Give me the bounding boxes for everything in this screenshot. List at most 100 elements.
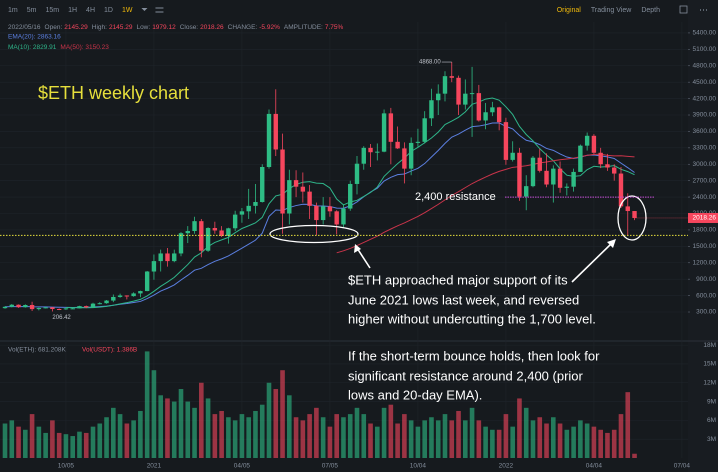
arrow	[356, 247, 371, 269]
volume-bar	[408, 420, 414, 458]
y-tick-label: 1200.00	[693, 259, 717, 266]
candle-body	[158, 253, 163, 262]
volume-bar	[171, 401, 177, 458]
candle-body	[483, 112, 488, 121]
volume-bar	[361, 414, 367, 458]
indicator-line	[336, 153, 635, 254]
candle-body	[557, 168, 563, 188]
candle-body	[138, 291, 143, 294]
interval-button[interactable]: 15m	[45, 7, 59, 14]
y-tick-label: 4200.00	[693, 95, 717, 102]
candle-body	[239, 211, 245, 215]
volume-legend: Vol(USDT): 1.386B	[82, 347, 137, 354]
candle-body	[151, 261, 157, 272]
interval-button[interactable]: 1m	[8, 7, 18, 14]
y-tick-label: 600.00	[696, 292, 716, 299]
candle-body	[354, 163, 360, 184]
volume-bar	[550, 417, 556, 458]
candle-body	[348, 183, 353, 209]
volume-bar	[212, 414, 218, 458]
candle-body	[395, 141, 400, 149]
indicator-legend: MA(10): 2829.91 MA(50): 3150.23	[8, 44, 109, 51]
candle-body	[456, 77, 461, 105]
volume-bar	[463, 420, 468, 458]
candle-body	[524, 186, 529, 197]
volume-bar	[293, 417, 299, 458]
candle-body	[584, 135, 590, 146]
candle-body	[517, 152, 522, 197]
legend-ma10: MA(10): 2829.91	[8, 44, 57, 51]
info-label: High:	[92, 24, 107, 31]
volume-bar	[111, 407, 116, 458]
x-tick-label: 2022	[499, 463, 514, 470]
x-tick-label: 07/04	[674, 463, 691, 470]
candle-body	[172, 253, 177, 262]
annotations	[0, 61, 688, 283]
candle-body	[43, 307, 48, 309]
candle-body	[442, 76, 448, 94]
volume-bar	[29, 414, 35, 458]
candle-body	[232, 214, 238, 229]
volume-bar	[178, 389, 184, 458]
y-tick-label: 900.00	[696, 276, 716, 283]
info-value: 2145.29	[64, 24, 88, 31]
arrow-head	[607, 239, 616, 248]
volume-bar	[226, 417, 231, 458]
candle-body	[293, 180, 299, 187]
y-tick-label: 9M	[707, 398, 716, 405]
arrow-head	[354, 244, 361, 253]
volume-bar	[144, 351, 150, 458]
indicator-legend: EMA(20): 2863.16	[8, 34, 61, 41]
interval-button[interactable]: 1D	[104, 7, 113, 14]
info-label: Close:	[180, 24, 199, 31]
volume-bar	[117, 414, 123, 458]
volume-bar	[185, 401, 191, 458]
interval-button[interactable]: 5m	[27, 7, 37, 14]
fullscreen-icon[interactable]	[679, 5, 688, 14]
candle-body	[314, 205, 319, 221]
candle-body	[578, 145, 583, 172]
candle-body	[476, 93, 482, 121]
candle-body	[300, 186, 306, 192]
volume-bar	[496, 429, 502, 458]
y-tick-label: 4800.00	[693, 62, 717, 69]
info-value: 2145.29	[109, 24, 133, 31]
candle-body	[341, 208, 346, 225]
volume-legend: Vol(ETH): 681.208K	[8, 347, 66, 354]
volume-bar	[246, 417, 251, 458]
volume-bar	[266, 382, 272, 458]
candle-body	[422, 118, 427, 142]
volume-bar	[564, 429, 570, 458]
y-tick-label: 5100.00	[693, 46, 717, 53]
volume-bar	[347, 414, 353, 458]
info-label: AMPLITUDE:	[284, 24, 323, 31]
candle-body	[2, 306, 8, 309]
x-tick-label: 04/04	[586, 463, 603, 470]
interval-button[interactable]: 1H	[68, 7, 77, 14]
y-tick-label: 4500.00	[693, 79, 717, 86]
volume-bar	[611, 429, 617, 458]
candle-body	[436, 93, 441, 101]
volume-bar	[449, 420, 455, 458]
annotation-note: higher without undercutting the 1,700 le…	[348, 311, 596, 326]
candle-body	[320, 206, 326, 221]
volume-bar	[591, 426, 597, 458]
candle-body	[429, 100, 434, 119]
candle-body	[544, 170, 549, 185]
volume-bar	[584, 423, 590, 458]
volume-bar	[138, 410, 143, 458]
candle-body	[124, 295, 130, 297]
volume-bar	[557, 423, 563, 458]
candle-body	[463, 93, 468, 105]
interval-button[interactable]: 4H	[86, 7, 95, 14]
volume-bar	[368, 423, 373, 458]
view-button[interactable]: Depth	[641, 7, 660, 14]
interval-button[interactable]: 1W	[122, 7, 133, 14]
volume-bar	[9, 420, 15, 458]
view-button[interactable]: Original	[557, 7, 582, 14]
candle-body	[510, 152, 515, 160]
volume-bar	[124, 423, 130, 458]
volume-bar	[90, 426, 96, 458]
candle-body	[205, 228, 211, 251]
view-button[interactable]: Trading View	[591, 7, 632, 14]
